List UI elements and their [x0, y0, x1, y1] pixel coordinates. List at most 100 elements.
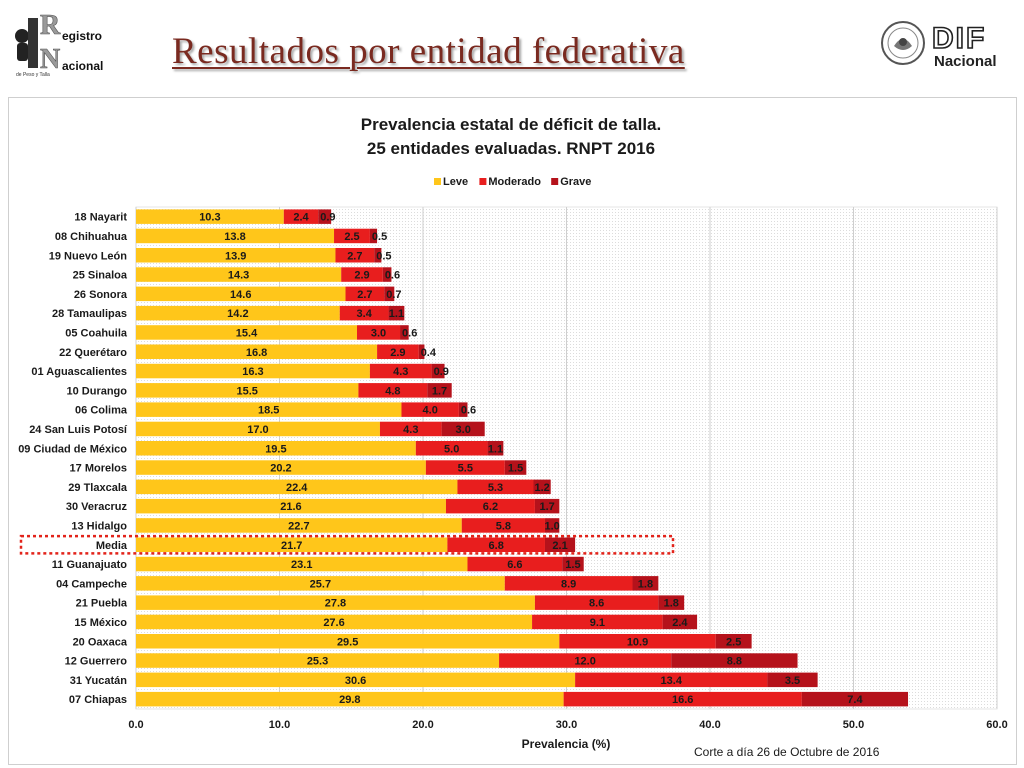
bar-segment-grave [441, 421, 485, 437]
x-tick-label: 60.0 [986, 719, 1007, 731]
data-label: 2.4 [672, 617, 688, 629]
category-label: 04 Campeche [56, 578, 127, 590]
bar-segment-moderado [401, 402, 459, 417]
data-label: 2.7 [347, 250, 362, 262]
category-label: 09 Ciudad de México [18, 443, 127, 455]
data-label: 13.8 [224, 231, 245, 243]
stacked-bar-chart: Prevalencia estatal de déficit de talla.… [18, 115, 1008, 759]
bar-segment-grave [715, 634, 752, 649]
bar-segment-leve [136, 672, 576, 688]
data-label: 2.4 [293, 212, 309, 224]
logo-initial-n: N [40, 44, 60, 75]
dif-logo-sub: Nacional [934, 53, 997, 70]
data-label: 2.7 [357, 289, 372, 301]
data-label: 0.7 [386, 289, 401, 301]
bar-segment-moderado [532, 614, 663, 630]
bar-segment-moderado [461, 518, 545, 533]
bar-segment-grave [504, 460, 527, 475]
registro-nacional-logo: R N egistro acional de Peso y Talla [15, 10, 103, 78]
bar-segment-leve [136, 402, 402, 417]
logo-initial-r: R [40, 10, 61, 41]
data-label: 0.9 [434, 366, 449, 378]
bar-segment-moderado [379, 421, 442, 437]
data-label: 15.4 [236, 327, 258, 339]
data-label: 2.9 [354, 270, 369, 282]
data-label: 5.5 [458, 463, 473, 475]
slide-header: R N egistro acional de Peso y Talla Resu… [0, 0, 1024, 92]
category-label: 01 Aguascalientes [31, 366, 127, 378]
page-title: Resultados por entidad federativa [172, 31, 685, 72]
data-label: 5.8 [496, 520, 511, 532]
bar-segment-leve [136, 209, 284, 224]
category-label: 31 Yucatán [70, 675, 128, 687]
dif-logo: DIF Nacional [931, 21, 997, 70]
data-label: 0.6 [385, 270, 400, 282]
category-label: 20 Oaxaca [73, 636, 128, 648]
data-label: 29.8 [339, 694, 360, 706]
data-label: 3.0 [456, 424, 471, 436]
data-label: 18.5 [258, 405, 279, 417]
data-label: 12.0 [574, 656, 595, 668]
category-label: 12 Guerrero [65, 656, 128, 668]
data-label: 1.7 [432, 385, 447, 397]
bar-segment-leve [136, 634, 560, 649]
data-label: 1.1 [389, 308, 404, 320]
bar-segment-grave [544, 518, 560, 533]
dif-logo-name: DIF [932, 22, 986, 55]
data-label: 6.6 [507, 559, 522, 571]
bar-segment-grave [533, 479, 551, 495]
data-label: 22.4 [286, 482, 308, 494]
category-label: 08 Chihuahua [55, 231, 128, 243]
bar-segment-grave [658, 595, 685, 610]
chart-legend: Leve Moderado Grave [434, 176, 591, 188]
data-label: 1.1 [488, 443, 503, 455]
logo-word-nacional: acional [62, 59, 103, 73]
bar-segment-grave [384, 286, 395, 302]
data-label: 29.5 [337, 636, 358, 648]
data-label: 19.5 [265, 443, 286, 455]
data-label: 2.5 [344, 231, 359, 243]
data-label: 2.5 [726, 636, 741, 648]
data-label: 7.4 [847, 694, 863, 706]
bar-segment-moderado [457, 479, 534, 495]
bar-segment-grave [801, 691, 909, 707]
data-label: 0.9 [320, 212, 335, 224]
category-label: 18 Nayarit [74, 212, 127, 224]
bar-segment-grave [562, 556, 584, 572]
data-label: 8.6 [589, 598, 604, 610]
category-label: 06 Colima [75, 405, 128, 417]
data-label: 25.7 [310, 578, 331, 590]
bar-segment-grave [369, 228, 378, 244]
category-label: 29 Tlaxcala [68, 482, 128, 494]
data-label: 15.5 [237, 385, 258, 397]
bar-segment-moderado [283, 209, 319, 224]
data-label: 1.5 [508, 463, 523, 475]
bar-segment-leve [136, 228, 335, 244]
data-label: 22.7 [288, 520, 309, 532]
category-label: 10 Durango [66, 385, 127, 397]
bar-segment-moderado [447, 537, 545, 552]
bar-segment-moderado [358, 383, 428, 398]
bar-segment-moderado [377, 344, 419, 359]
bar-segment-leve [136, 614, 533, 630]
category-label: 30 Veracruz [66, 501, 128, 513]
x-tick-label: 20.0 [412, 719, 433, 731]
data-label: 9.1 [590, 617, 605, 629]
data-label: 14.6 [230, 289, 251, 301]
data-label: 17.0 [247, 424, 268, 436]
data-label: 4.3 [403, 424, 418, 436]
bar-segment-moderado [445, 498, 535, 514]
logo-word-registro: egistro [62, 29, 102, 43]
category-label: 05 Coahuila [65, 327, 128, 339]
legend-swatch [434, 178, 441, 185]
bar-segment-grave [544, 537, 576, 552]
bar-segment-moderado [563, 691, 802, 707]
category-label: 17 Morelos [70, 463, 127, 475]
bar-segment-leve [136, 286, 346, 302]
bar-segment-leve [136, 460, 426, 475]
category-label: Media [96, 540, 128, 552]
data-label: 10.9 [627, 636, 648, 648]
data-label: 16.8 [246, 347, 267, 359]
footnote: Corte a día 26 de Octubre de 2016 [694, 745, 880, 759]
bar-segment-leve [136, 479, 458, 495]
